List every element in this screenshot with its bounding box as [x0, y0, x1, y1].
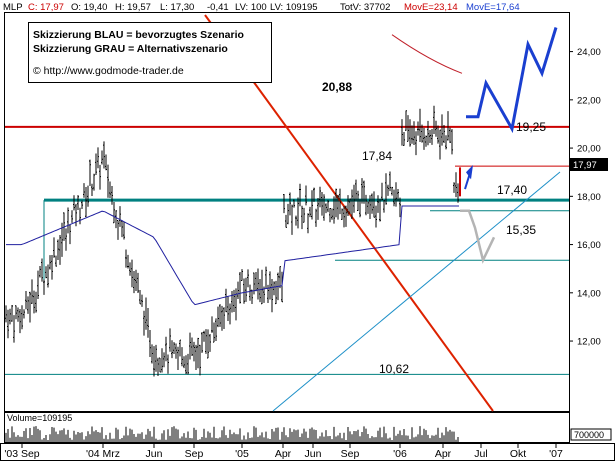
x-tick-label: '07 — [549, 448, 563, 460]
x-tick-label: '03 Sep — [4, 448, 39, 460]
legend-box — [28, 22, 272, 83]
level-label-1062: 10,62 — [379, 362, 409, 376]
x-tick-label: '04 Mrz — [86, 448, 120, 460]
moving-average-red — [391, 34, 463, 74]
x-tick-label: Jun — [146, 448, 163, 460]
moving-average-blue — [6, 205, 459, 306]
volume-panel-label: Volume=109195 — [7, 413, 72, 423]
uptrend-line — [272, 171, 561, 412]
y-tick-label: 22,00 — [577, 95, 601, 106]
y-tick-label: 18,00 — [577, 192, 601, 203]
level-label-1535: 15,35 — [506, 223, 536, 237]
scenario-blue-path — [466, 27, 558, 134]
price-tag-value: 17,97 — [573, 160, 597, 171]
legend-blue-scenario: Skizzierung BLAU = bevorzugtes Szenario — [33, 29, 244, 41]
x-tick-label: Jun — [305, 448, 322, 460]
scenario-grey-path — [460, 209, 496, 264]
level-label-1740: 17,40 — [497, 183, 527, 197]
price-tag-box — [570, 158, 608, 171]
close-value: C: 17,97 — [28, 2, 64, 13]
legend-grey-scenario: Skizzierung GRAU = Alternativszenario — [33, 43, 228, 55]
x-tick-label: Apr — [275, 448, 292, 460]
volume-frame — [4, 412, 570, 443]
x-tick-label: Sep — [185, 448, 204, 460]
scenario-legend: Skizzierung BLAU = bevorzugtes Szenario … — [28, 22, 272, 83]
x-tick-label: Apr — [435, 448, 452, 460]
change-value: -0,41 — [207, 2, 229, 13]
legend-copyright: © http://www.godmode-trader.de — [33, 65, 184, 77]
level-label-1925: 19,25 — [516, 120, 546, 134]
last-volume-value: LV: 100 — [235, 2, 267, 13]
y-tick-label: 24,00 — [577, 47, 601, 58]
y-tick-label: 20,00 — [577, 144, 601, 155]
symbol-label: MLP — [3, 2, 23, 13]
y-tick-label: 12,00 — [577, 337, 601, 348]
scenario-blue-arrowhead — [466, 164, 473, 180]
x-tick-label: Sep — [341, 448, 360, 460]
x-tick-label: Jul — [474, 448, 487, 460]
x-tick-label: '06 — [393, 448, 407, 460]
volume-axis-label: 700000 — [574, 430, 604, 440]
x-tick-label: Okt — [510, 448, 526, 460]
ma-blue-value: MovE=17,64 — [466, 2, 520, 13]
total-volume-value: TotV: 37702 — [340, 2, 390, 13]
low-value: L: 17,30 — [160, 2, 194, 13]
level-label-1784: 17,84 — [362, 149, 392, 163]
header-bar: MLP C: 17,97 O: 19,40 H: 19,57 L: 17,30 … — [3, 2, 520, 13]
level-label-2088: 20,88 — [322, 80, 352, 94]
current-price-tag: 17,97 — [570, 158, 608, 171]
open-value: O: 19,40 — [71, 2, 107, 13]
volume-axis-tag — [570, 428, 612, 441]
y-tick-label: 14,00 — [577, 288, 601, 299]
ma-red-value: MovE=23,14 — [404, 2, 458, 13]
y-tick-label: 16,00 — [577, 240, 601, 251]
volume-value: LV: 109195 — [270, 2, 318, 13]
high-value: H: 19,57 — [115, 2, 151, 13]
x-tick-label: '05 — [235, 448, 249, 460]
